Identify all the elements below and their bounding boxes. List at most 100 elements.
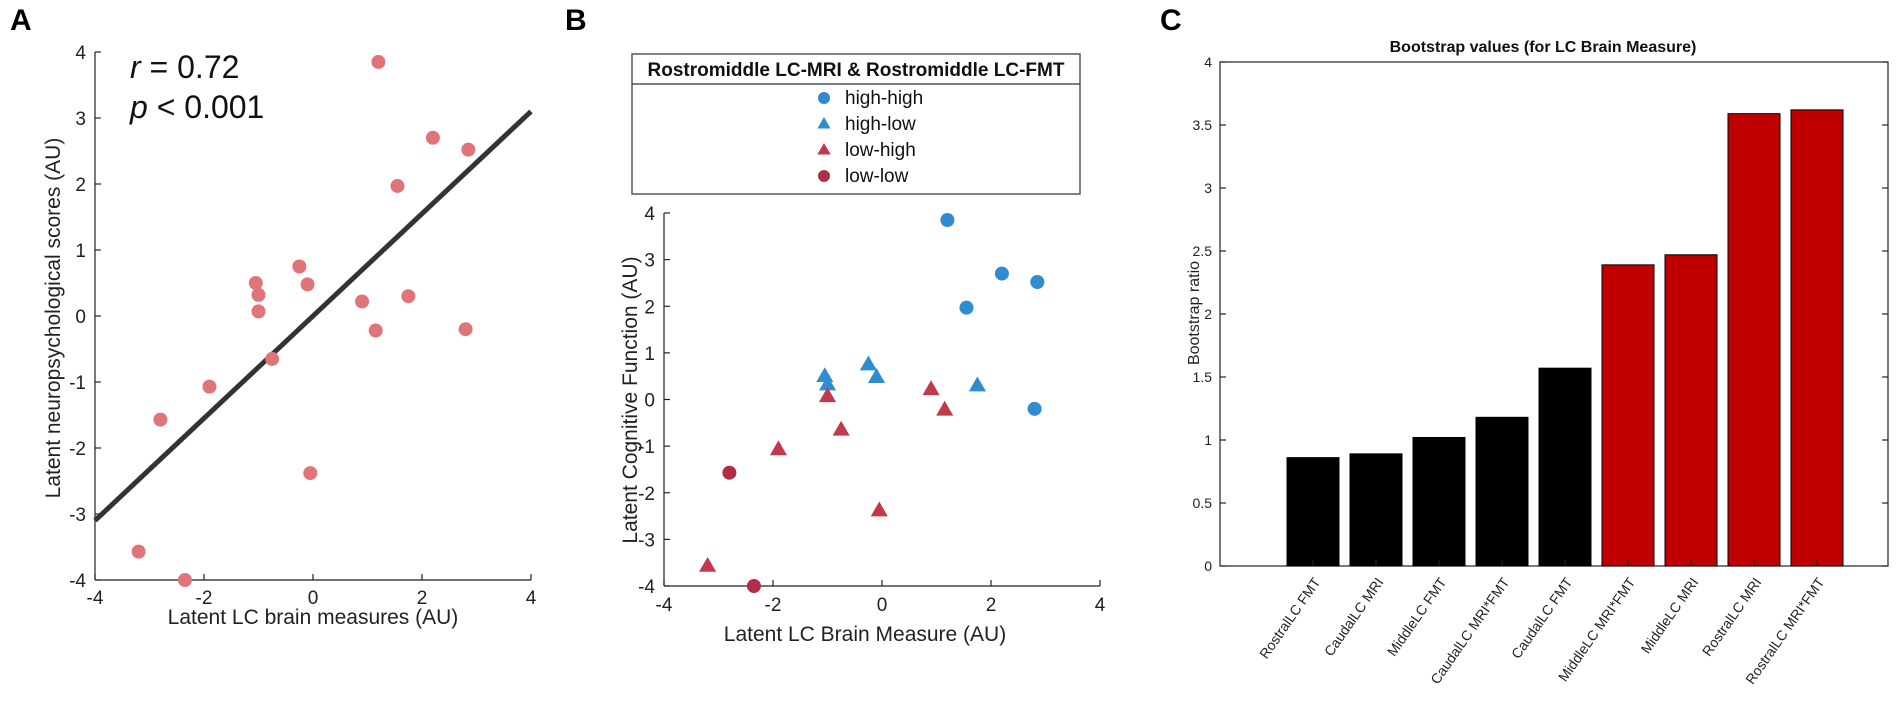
- bar: [1412, 436, 1466, 567]
- x-tick-label: -4: [656, 595, 673, 616]
- data-point: [425, 130, 440, 145]
- data-point-low-high: [870, 501, 888, 517]
- x-tick-label: RostralLC FMT: [1256, 574, 1324, 661]
- x-tick-label: -2: [196, 588, 213, 609]
- y-tick-label: 3: [75, 109, 86, 130]
- y-tick-label: -1: [638, 437, 655, 458]
- y-tick-label: 0.5: [1193, 495, 1213, 511]
- x-tick-label: RostralLC MRI: [1699, 575, 1765, 659]
- bar: [1601, 264, 1655, 567]
- x-axis-title: Latent LC brain measures (AU): [168, 606, 459, 629]
- y-tick-label: 3.5: [1193, 117, 1213, 133]
- data-point: [202, 379, 217, 394]
- y-tick-label: -3: [69, 505, 86, 526]
- y-tick-label: 3: [1204, 180, 1212, 196]
- bar: [1790, 109, 1844, 567]
- data-point-high-low: [868, 368, 886, 383]
- bar: [1286, 457, 1340, 567]
- y-tick-label: 1: [75, 241, 86, 262]
- y-tick-label: -2: [638, 484, 655, 505]
- stat-r-symbol: r: [130, 49, 142, 85]
- y-tick-label: -2: [69, 439, 86, 460]
- legend-label: low-high: [845, 140, 916, 161]
- data-point: [251, 287, 266, 302]
- x-tick-label: 2: [417, 588, 428, 609]
- y-tick-label: 0: [1204, 558, 1212, 574]
- data-point-high-low: [859, 355, 877, 371]
- x-tick-label: -2: [765, 595, 782, 616]
- y-tick-label: -4: [69, 571, 86, 592]
- data-point: [368, 323, 383, 338]
- legend-title: Rostromiddle LC-MRI & Rostromiddle LC-FM…: [648, 60, 1065, 81]
- legend-label: high-high: [845, 88, 923, 109]
- data-point-high-low: [968, 376, 986, 392]
- data-point: [292, 259, 307, 274]
- data-point: [131, 544, 146, 559]
- y-axis-title: Latent neuropsychological scores (AU): [42, 138, 65, 499]
- data-point-low-high: [818, 387, 837, 403]
- bar: [1664, 254, 1718, 567]
- panel-label-a: A: [10, 4, 32, 37]
- y-tick-label: 0: [644, 391, 655, 412]
- y-tick-label: 4: [1204, 54, 1212, 70]
- data-point-low-low: [722, 465, 737, 480]
- y-tick-label: 2: [1204, 306, 1212, 322]
- chart-title: Bootstrap values (for LC Brain Measure): [1390, 39, 1697, 56]
- x-tick-label: 0: [877, 595, 888, 616]
- data-point: [371, 54, 386, 69]
- bar: [1727, 113, 1781, 567]
- data-point-low-high: [922, 380, 940, 396]
- data-point-high-high: [994, 266, 1009, 281]
- legend-box: [631, 53, 1081, 195]
- y-axis-title: Latent Cognitive Function (AU): [619, 256, 642, 543]
- y-tick-label: 4: [75, 43, 86, 64]
- y-axis-title: Bootstrap ratio: [1186, 261, 1203, 365]
- y-tick-label: 2: [75, 175, 86, 196]
- panel-label-c: C: [1160, 4, 1182, 37]
- data-point: [300, 277, 315, 292]
- legend-marker-high-low: [817, 117, 831, 129]
- bar: [1349, 453, 1403, 567]
- panel-c-bar: Bootstrap values (for LC Brain Measure) …: [1186, 39, 1889, 687]
- x-axis-title: Latent LC Brain Measure (AU): [724, 623, 1006, 646]
- data-point: [458, 322, 473, 337]
- y-tick-label: 1: [1204, 432, 1212, 448]
- x-tick-label: CaudalLC FMT: [1508, 574, 1576, 661]
- panel-b-scatter: Rostromiddle LC-MRI & Rostromiddle LC-FM…: [619, 53, 1106, 646]
- data-point-low-high: [832, 420, 850, 436]
- data-point: [461, 142, 476, 157]
- legend-marker-high-high: [818, 92, 830, 104]
- y-tick-label: -4: [638, 577, 655, 598]
- stat-p-symbol: p: [129, 89, 148, 125]
- data-point-low-high: [699, 556, 717, 572]
- data-point: [390, 178, 405, 193]
- stat-p-value: < 0.001: [148, 89, 265, 125]
- data-point-low-high: [936, 400, 954, 416]
- data-point-high-low: [816, 367, 834, 383]
- y-tick-label: -1: [69, 373, 86, 394]
- data-point-high-high: [959, 300, 974, 315]
- x-tick-label: 4: [526, 588, 537, 609]
- y-tick-label: 2.5: [1193, 243, 1213, 259]
- stat-p: p < 0.001: [129, 89, 264, 125]
- stat-r: r = 0.72: [130, 49, 239, 85]
- y-tick-label: 1: [644, 344, 655, 365]
- data-point-high-low: [818, 375, 837, 391]
- data-point: [355, 294, 370, 309]
- legend-marker-low-high: [817, 143, 831, 155]
- data-point-low-low: [746, 579, 761, 593]
- data-point-high-high: [1030, 275, 1045, 290]
- x-tick-label: 2: [986, 595, 997, 616]
- bar: [1475, 416, 1529, 567]
- data-point: [303, 466, 318, 481]
- legend-label: low-low: [845, 166, 909, 187]
- y-tick-label: -3: [638, 530, 655, 551]
- x-tick-label: MiddleLC MRI: [1637, 575, 1701, 657]
- x-tick-label: 0: [308, 588, 319, 609]
- y-tick-label: 4: [644, 204, 655, 225]
- x-tick-label: MiddleLC FMT: [1384, 574, 1450, 659]
- panel-label-b: B: [565, 4, 587, 37]
- legend-marker-low-low: [818, 170, 830, 182]
